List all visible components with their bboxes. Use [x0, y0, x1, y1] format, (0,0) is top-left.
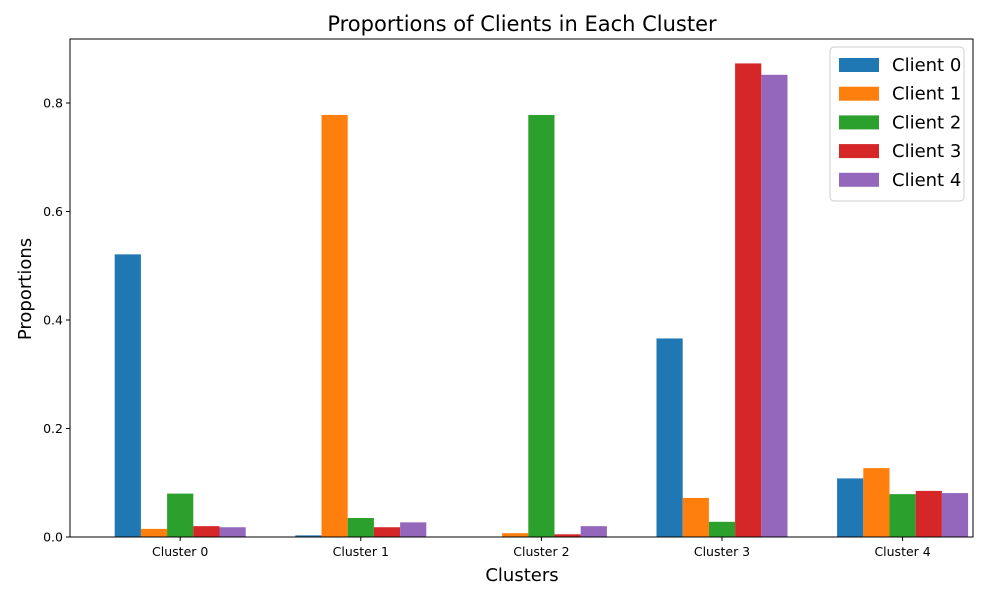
legend: Client 0 Client 1 Client 2 Client 3 Client 4 [829, 46, 965, 202]
bar-client-0-cat-4 [837, 478, 864, 537]
bar-client-0-cat-0 [114, 254, 141, 537]
bar-client-1-cat-1 [321, 114, 348, 537]
bar-client-1-cat-2 [502, 533, 529, 537]
bar-client-1-cat-3 [682, 497, 709, 537]
bar-client-3-cat-0 [193, 526, 220, 537]
bar-client-1-cat-0 [140, 528, 168, 537]
bar-client-4-cat-4 [941, 493, 969, 537]
bar-client-2-cat-2 [528, 114, 555, 537]
legend-swatch [839, 144, 879, 159]
y-tick-label: 0.6 [43, 204, 63, 219]
bar-client-4-cat-1 [400, 522, 427, 537]
y-tick-label: 0.4 [43, 313, 63, 328]
legend-swatch [839, 86, 879, 101]
legend-label: Client 0 [892, 55, 961, 76]
y-tick-label: 0.2 [43, 421, 63, 436]
legend-label: Client 4 [892, 170, 961, 191]
legend-swatch [839, 172, 879, 187]
bar-client-1-cat-4 [863, 468, 890, 537]
bar-client-2-cat-1 [347, 518, 374, 537]
bar-client-3-cat-3 [735, 63, 762, 537]
chart-title: Proportions of Clients in Each Cluster [327, 12, 717, 36]
bar-client-0-cat-1 [295, 535, 322, 537]
plot-frame [69, 38, 974, 538]
y-axis-title: Proportions [15, 238, 36, 340]
x-tick-label: Cluster 2 [513, 544, 569, 559]
bar-client-4-cat-2 [580, 526, 607, 537]
x-tick-label: Cluster 0 [152, 544, 208, 559]
axes-layer: Cluster 0 Cluster 1 Cluster 2 Cluster 3 Clus… [43, 38, 974, 559]
bar-client-3-cat-2 [554, 534, 581, 537]
x-tick-label: Cluster 3 [694, 544, 750, 559]
bar-client-2-cat-4 [889, 494, 916, 537]
legend-swatch [839, 115, 879, 130]
bar-client-3-cat-1 [373, 527, 401, 537]
bar-client-3-cat-4 [915, 490, 942, 537]
bar-client-0-cat-3 [656, 338, 683, 537]
x-tick-label: Cluster 4 [874, 544, 930, 559]
bar-client-2-cat-3 [708, 521, 736, 537]
y-tick-label: 0.8 [43, 96, 63, 111]
bar-client-2-cat-0 [167, 493, 194, 537]
y-tick-label: 0.0 [43, 530, 63, 545]
legend-frame [829, 46, 965, 202]
x-axis-title: Clusters [485, 565, 558, 586]
legend-label: Client 1 [892, 84, 961, 105]
legend-swatch [839, 58, 879, 72]
legend-label: Client 3 [892, 141, 961, 162]
legend-label: Client 2 [892, 112, 961, 133]
bars-layer [114, 63, 969, 538]
bar-client-4-cat-3 [761, 74, 788, 538]
bar-client-4-cat-0 [219, 527, 246, 537]
x-tick-label: Cluster 1 [333, 544, 389, 559]
